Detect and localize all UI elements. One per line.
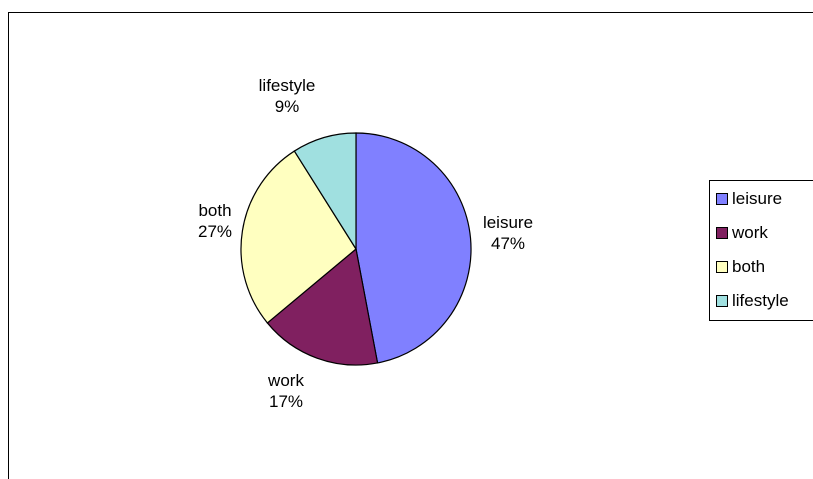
legend-swatch xyxy=(716,261,728,273)
slice-label-both: both 27% xyxy=(198,200,232,242)
slice-label-value: 47% xyxy=(490,234,526,253)
legend-swatch xyxy=(716,227,728,239)
legend-label: work xyxy=(732,223,768,242)
slice-label-work: work 17% xyxy=(268,370,304,412)
pie-slice-work xyxy=(266,247,379,366)
legend-item-both: both xyxy=(716,256,765,278)
slice-label-name: both xyxy=(198,201,232,220)
legend-label: leisure xyxy=(732,189,783,208)
pie-slice-leisure xyxy=(355,132,472,364)
legend-item-lifestyle: lifestyle xyxy=(716,290,789,312)
slice-label-lifestyle: lifestyle 9% xyxy=(259,75,316,117)
slice-label-value: 17% xyxy=(268,392,304,411)
pie-slice-lifestyle xyxy=(293,132,357,252)
legend-label: lifestyle xyxy=(732,291,789,310)
slice-label-name: leisure xyxy=(482,213,534,232)
slice-label-value: 27% xyxy=(197,222,233,241)
slice-label-leisure: leisure 47% xyxy=(483,212,533,254)
legend-label: both xyxy=(732,257,766,276)
slice-label-value: 9% xyxy=(274,97,300,116)
legend-item-work: work xyxy=(716,222,768,244)
slice-label-name: work xyxy=(268,371,304,390)
legend-swatch xyxy=(716,295,728,307)
pie-slice-both xyxy=(240,150,357,324)
slice-label-name: lifestyle xyxy=(258,76,316,95)
legend-swatch xyxy=(716,193,728,205)
legend-item-leisure: leisure xyxy=(716,188,782,210)
legend: leisure work both lifestyle xyxy=(709,180,813,321)
